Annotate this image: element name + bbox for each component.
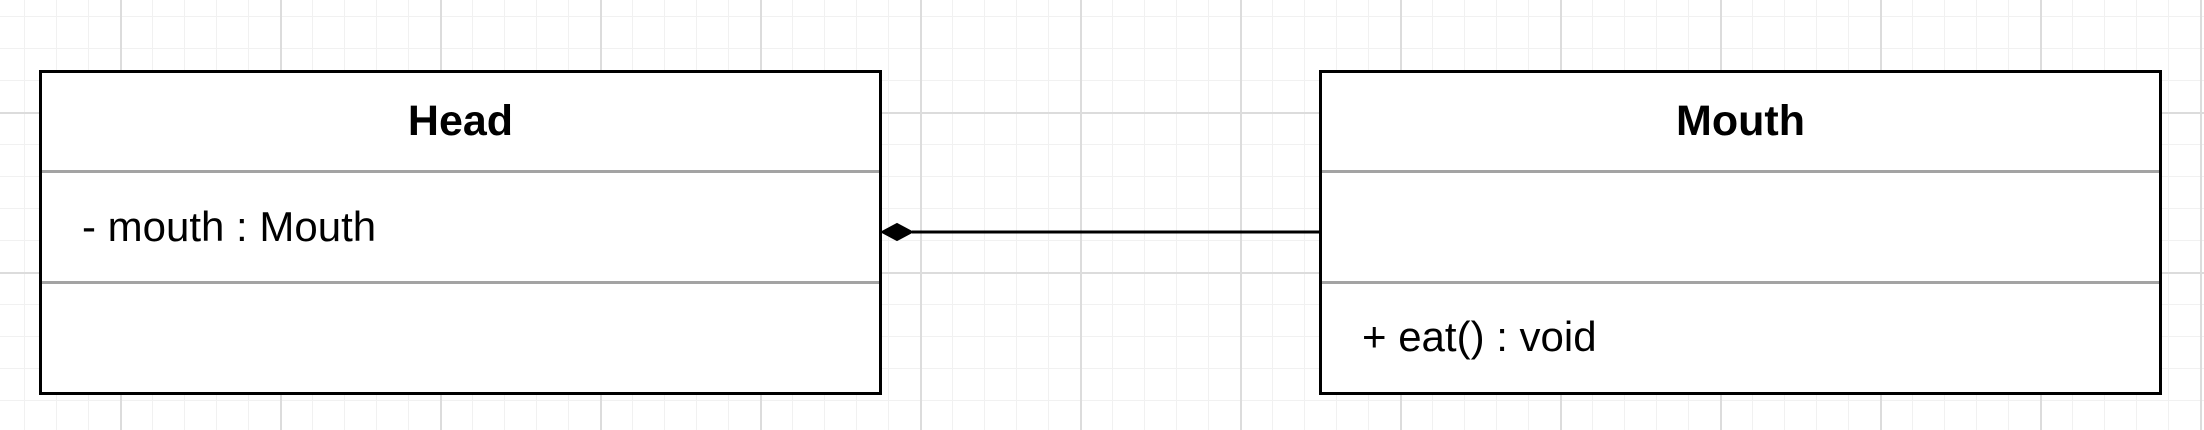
class-head-divider-top [42, 170, 879, 173]
class-head-divider-bottom [42, 281, 879, 284]
class-mouth-divider-bottom [1322, 281, 2159, 284]
class-mouth-operations: + eat() : void [1362, 313, 1597, 360]
class-head[interactable]: Head - mouth : Mouth [39, 70, 882, 395]
class-mouth-name: Mouth [1676, 97, 1805, 145]
class-mouth[interactable]: Mouth + eat() : void [1319, 70, 2162, 395]
class-head-name: Head [407, 97, 514, 145]
class-mouth-divider-top [1322, 170, 2159, 173]
class-head-attributes: - mouth : Mouth [82, 203, 377, 250]
composition-diamond-icon [879, 222, 915, 242]
